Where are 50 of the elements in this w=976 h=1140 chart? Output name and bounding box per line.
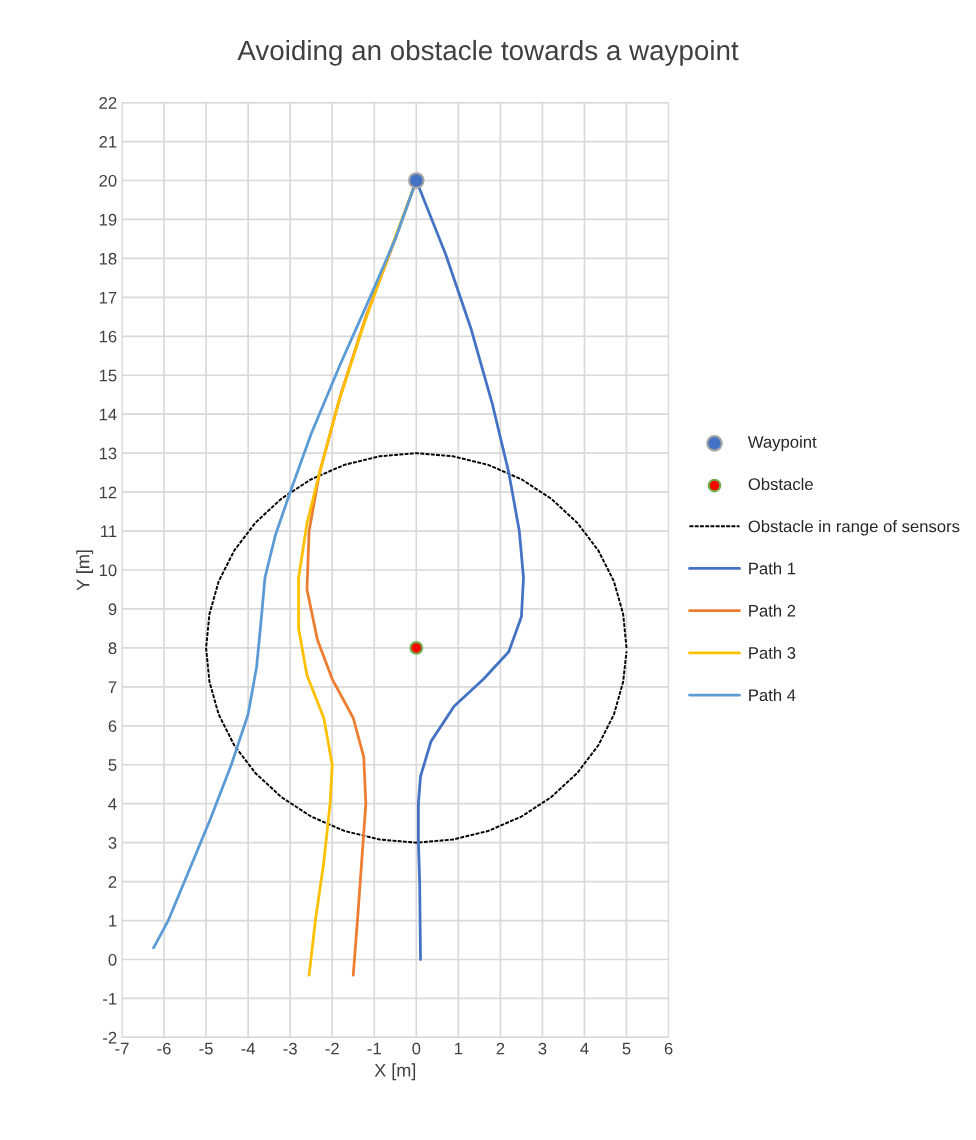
x-tick-label: -2	[325, 1042, 339, 1055]
y-tick-label: 2	[108, 876, 117, 888]
y-tick-label: 4	[108, 798, 117, 810]
y-tick-label: 17	[99, 291, 117, 304]
y-tick-label: 1	[109, 915, 117, 927]
legend-label: Path 4	[749, 688, 796, 702]
y-tick-label: 8	[108, 642, 117, 655]
y-tick-label: 14	[99, 408, 117, 421]
legend-label: Path 3	[749, 646, 796, 659]
y-tick-label: 16	[99, 330, 117, 343]
x-tick-label: -6	[157, 1042, 171, 1055]
y-tick-label: 15	[99, 369, 117, 382]
y-tick-label: -1	[103, 993, 117, 1005]
x-tick-label: -4	[241, 1042, 256, 1055]
y-tick-label: 11	[101, 525, 117, 538]
y-tick-label: 12	[99, 486, 117, 499]
y-tick-label: -2	[103, 1031, 117, 1044]
y-tick-label: 0	[108, 953, 117, 966]
y-tick-label: 3	[108, 837, 117, 849]
legend-label: Path 1	[749, 562, 796, 575]
x-tick-label: 1	[454, 1042, 463, 1055]
y-tick-label: 10	[99, 564, 117, 577]
y-tick-label: 18	[99, 252, 117, 265]
legend-label: Waypoint	[747, 435, 817, 452]
y-tick-label: 21	[99, 135, 117, 148]
x-axis-title: X [m]	[374, 1063, 416, 1081]
y-tick-label: 6	[108, 720, 117, 732]
chart-title: Avoiding an obstacle towards a waypoint	[237, 39, 739, 66]
x-tick-label: 0	[412, 1042, 421, 1055]
y-tick-label: 19	[99, 213, 117, 226]
x-tick-label: -3	[283, 1042, 297, 1055]
x-tick-label: -5	[199, 1042, 213, 1055]
x-tick-label: -1	[367, 1042, 381, 1055]
x-tick-label: 4	[580, 1042, 589, 1055]
line-series	[205, 452, 628, 844]
x-tick-label: 3	[538, 1042, 547, 1055]
x-tick-label: 6	[664, 1042, 673, 1055]
legend-label: Obstacle	[748, 477, 813, 491]
y-tick-label: 13	[99, 447, 117, 460]
x-tick-label: 2	[496, 1042, 505, 1055]
x-tick-label: -7	[115, 1042, 129, 1055]
legend-label: Obstacle in range of sensors	[748, 520, 960, 536]
y-tick-label: 7	[108, 681, 117, 693]
y-tick-label: 20	[99, 174, 117, 187]
y-axis-title: Y [m]	[76, 550, 94, 591]
y-tick-label: 5	[108, 759, 117, 771]
x-tick-label: 5	[622, 1042, 631, 1055]
y-tick-label: 9	[108, 603, 117, 616]
legend-label: Path 2	[749, 604, 796, 617]
y-tick-label: 22	[99, 97, 117, 109]
